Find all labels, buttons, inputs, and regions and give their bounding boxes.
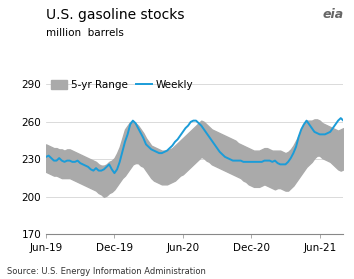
Text: million  barrels: million barrels (46, 28, 124, 38)
Text: eia: eia (322, 8, 343, 21)
Legend: 5-yr Range, Weekly: 5-yr Range, Weekly (51, 80, 194, 90)
Text: Source: U.S. Energy Information Administration: Source: U.S. Energy Information Administ… (7, 267, 206, 276)
Text: U.S. gasoline stocks: U.S. gasoline stocks (46, 8, 184, 22)
